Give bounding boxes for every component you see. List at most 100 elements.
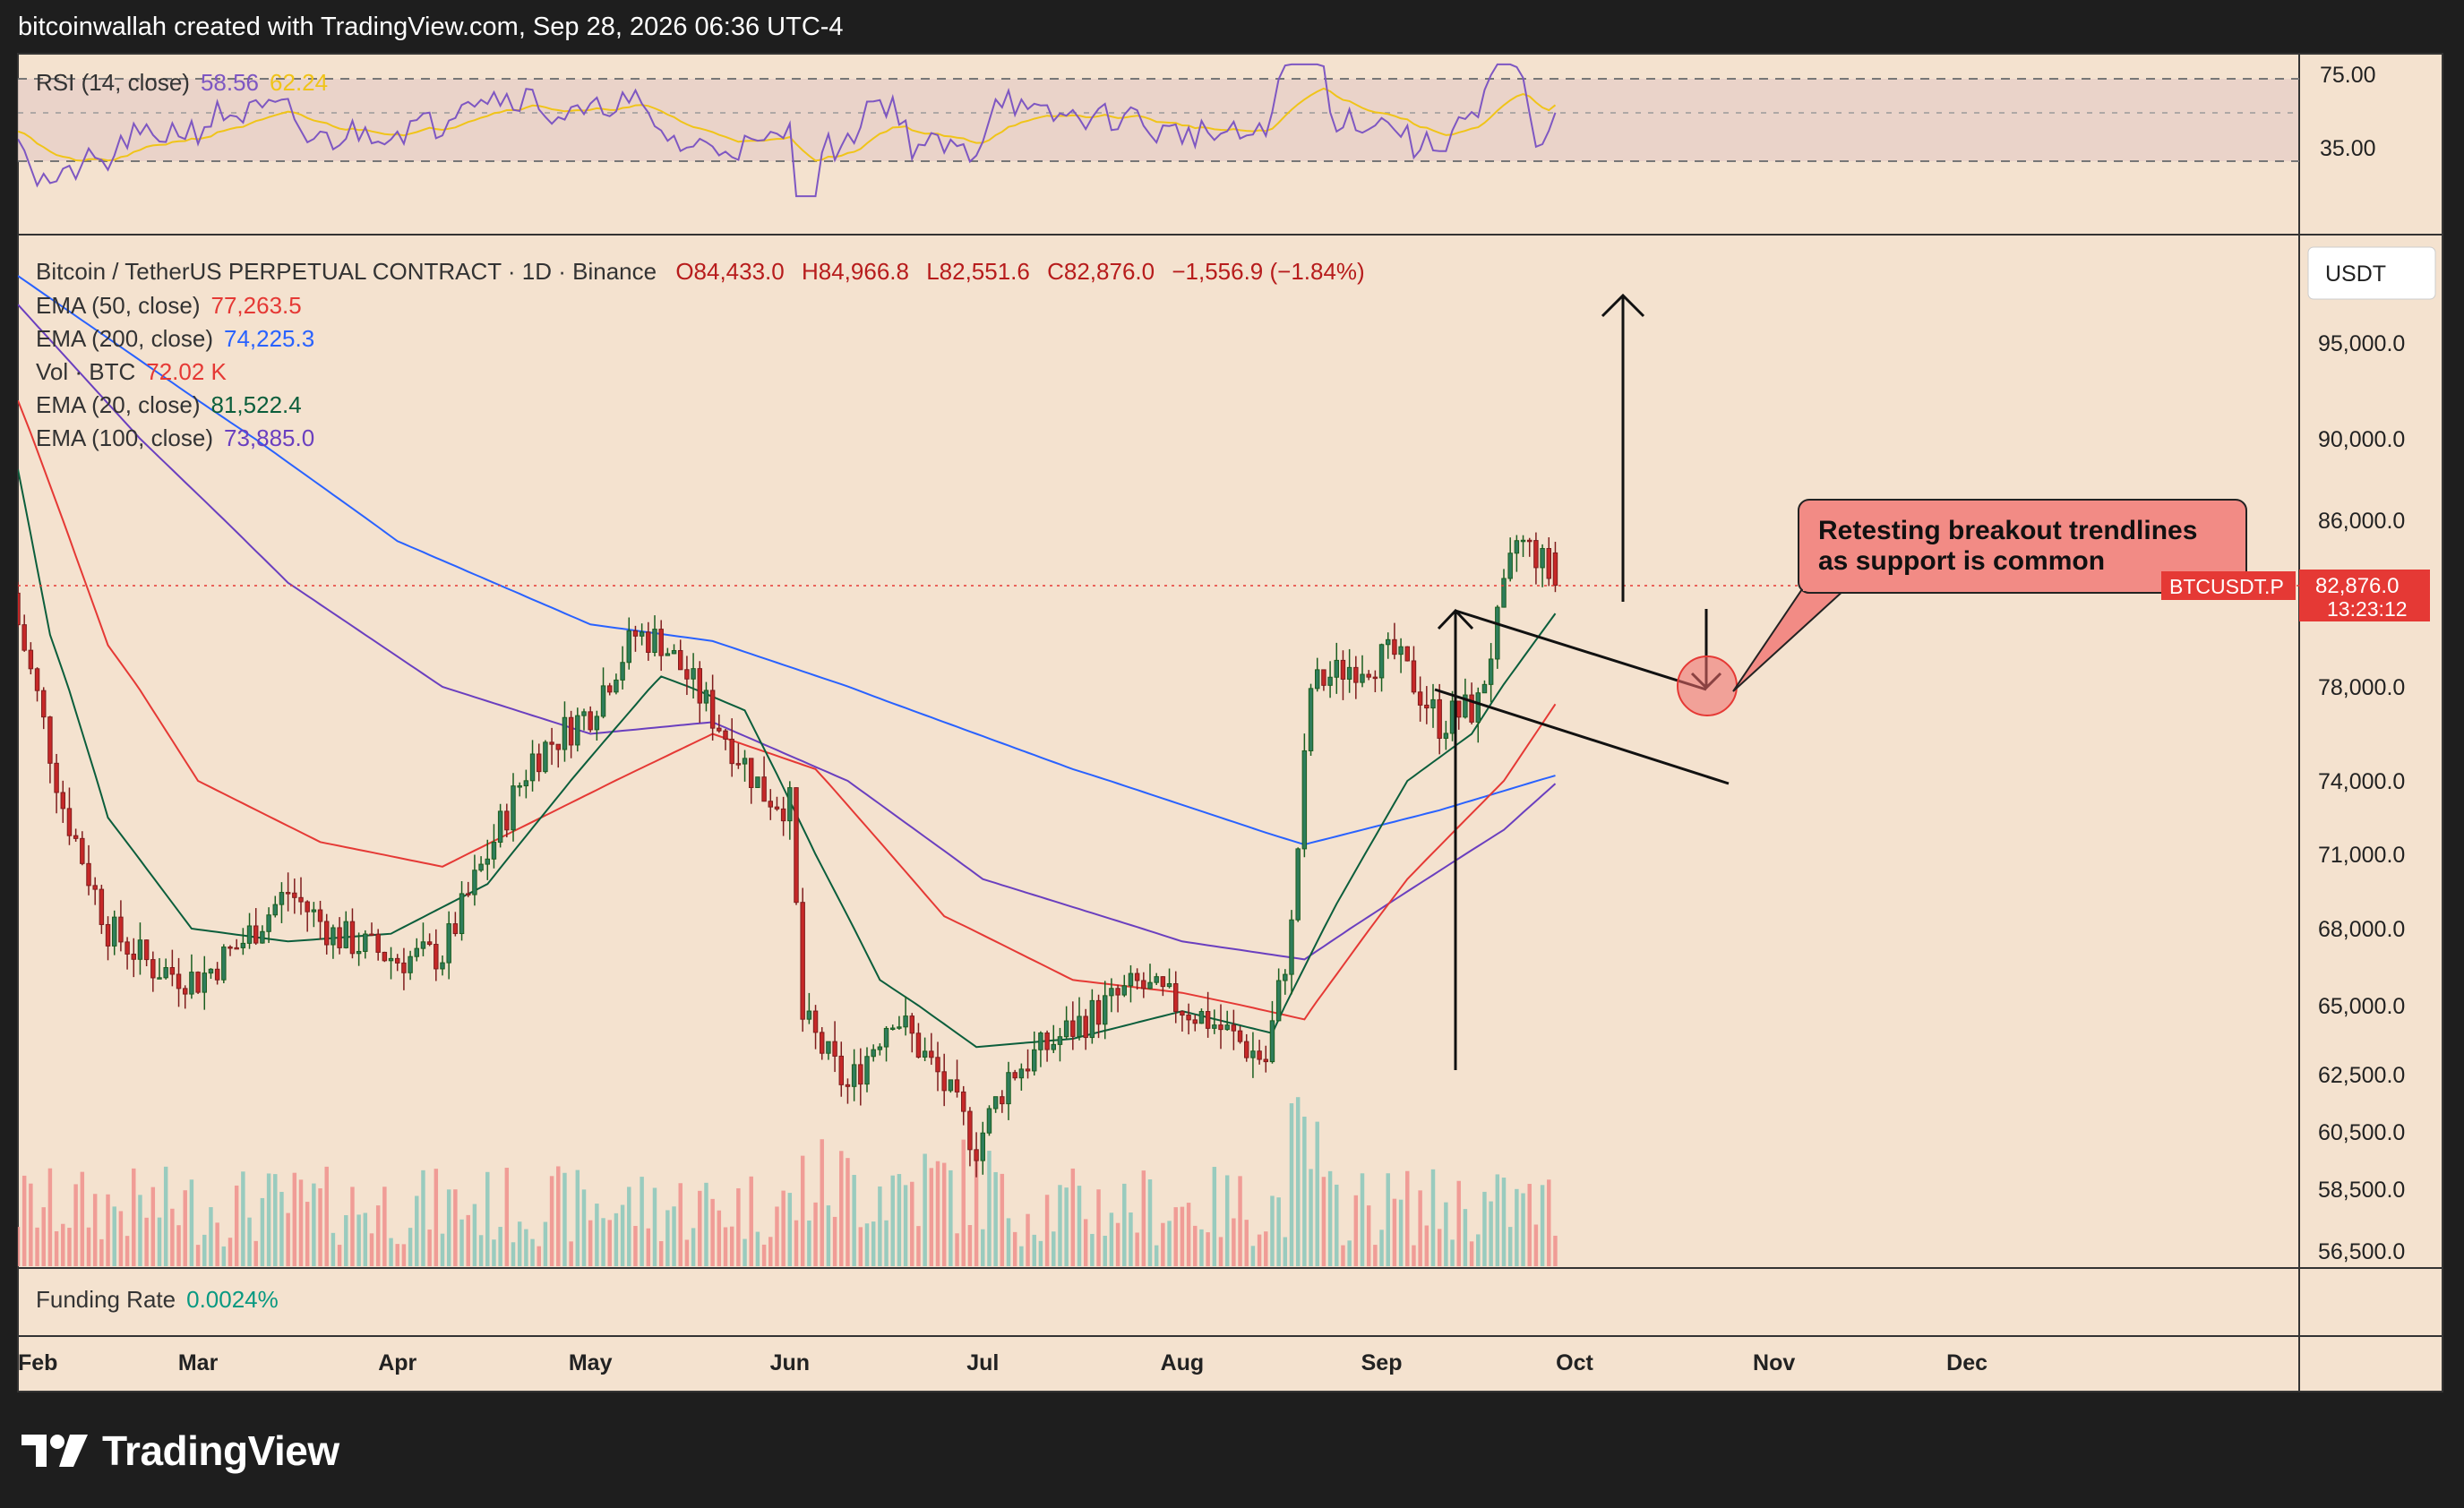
candle-body — [665, 653, 671, 656]
candle-body — [426, 941, 433, 946]
volume-bar — [1521, 1193, 1525, 1266]
candle-body — [761, 776, 767, 802]
volume-bar — [955, 1233, 959, 1266]
candle-body — [812, 1010, 819, 1033]
target-arrowhead — [1601, 293, 1645, 318]
candle-body — [1044, 1032, 1050, 1050]
candle-body — [195, 972, 201, 993]
volume-bar — [286, 1212, 290, 1266]
candle-body — [929, 1050, 934, 1058]
candle-body — [549, 741, 554, 745]
candle-body — [832, 1041, 837, 1057]
rsi-axis-label-35: 35.00 — [2320, 136, 2376, 161]
volume-bar — [478, 1235, 484, 1266]
candle-body — [504, 810, 510, 831]
candle-body — [735, 763, 742, 766]
candle-body — [871, 1049, 876, 1058]
volume-bar — [80, 1171, 85, 1266]
candle-body — [1173, 982, 1179, 1012]
volume-bar — [672, 1206, 676, 1266]
volume-bar — [1019, 1246, 1024, 1266]
volume-bar — [549, 1176, 554, 1266]
candle-body — [646, 631, 651, 654]
candle-body — [137, 939, 143, 960]
candle-body — [890, 1027, 896, 1031]
candle-body — [1257, 1050, 1262, 1060]
candle-body — [568, 716, 574, 746]
volume-bar — [729, 1226, 734, 1266]
volume-bar — [1276, 1197, 1281, 1266]
tradingview-logo[interactable]: TradingView — [20, 1424, 339, 1478]
candle-body — [877, 1046, 883, 1050]
volume-bar — [1026, 1213, 1030, 1266]
candle-body — [1308, 688, 1314, 751]
rsi-ma-line — [18, 87, 1557, 162]
candle-body — [1392, 638, 1397, 655]
candle-body — [511, 785, 516, 831]
price-axis-label: 58,500.0 — [2318, 1178, 2405, 1203]
volume-layer — [18, 1097, 1558, 1266]
rsi-label: RSI (14, close) — [36, 69, 190, 96]
volume-bar — [92, 1194, 98, 1266]
volume-bar — [163, 1166, 168, 1266]
volume-bar — [363, 1212, 368, 1266]
volume-bar — [1173, 1207, 1178, 1266]
volume-bar — [1090, 1233, 1095, 1266]
time-axis-label: Sep — [1361, 1350, 1403, 1375]
candle-body — [157, 977, 162, 980]
volume-bar — [453, 1189, 458, 1266]
time-axis-label: May — [569, 1350, 613, 1375]
candle-body — [266, 914, 271, 932]
volume-bar — [684, 1239, 690, 1266]
candle-body — [497, 810, 503, 844]
annotation-callout[interactable]: Retesting breakout trendlines as support … — [1732, 499, 2247, 692]
candle-body — [684, 669, 690, 680]
volume-bar — [228, 1238, 233, 1266]
volume-bar — [1038, 1240, 1043, 1266]
volume-bar — [832, 1216, 837, 1266]
volume-bar — [897, 1174, 902, 1266]
candle-body — [414, 947, 419, 957]
volume-bar — [1161, 1222, 1165, 1266]
indicator-legend-row: EMA (100, close) 73,885.0 — [36, 424, 314, 451]
volume-bar — [665, 1210, 670, 1266]
volume-bar — [537, 1246, 541, 1266]
volume-bar — [1218, 1237, 1223, 1266]
volume-bar — [878, 1186, 882, 1266]
volume-bar — [498, 1227, 502, 1266]
candle-body — [1283, 973, 1288, 981]
volume-bar — [124, 1236, 130, 1266]
volume-bar — [1289, 1103, 1294, 1266]
candle-body — [1141, 980, 1146, 990]
volume-bar — [504, 1168, 510, 1266]
price-axis[interactable]: 95,000.0 90,000.0 86,000.0 78,000.0 74,000.0… — [2318, 331, 2405, 1264]
volume-bar — [858, 1227, 863, 1266]
candle-body — [240, 942, 246, 948]
currency-button[interactable]: USDT — [2307, 246, 2436, 300]
volume-bar — [1052, 1231, 1056, 1266]
candle-body — [1495, 606, 1500, 660]
candle-body — [1192, 1019, 1198, 1024]
candle-body — [614, 679, 619, 693]
volume-bar — [375, 1205, 381, 1266]
volume-bar — [620, 1204, 625, 1266]
candle-body — [529, 753, 536, 782]
candle-body — [363, 933, 368, 952]
time-axis[interactable]: Feb Mar Apr May Jun Jul Aug Sep Oct Nov Dec — [18, 1350, 1988, 1375]
ohlc-change: −1,556.9 (−1.84%) — [1172, 258, 1364, 285]
candle-body — [1224, 1024, 1230, 1031]
candle-body — [1456, 700, 1462, 718]
candle-body — [1083, 1015, 1088, 1039]
price-axis-label: 71,000.0 — [2318, 843, 2405, 868]
volume-bar — [1103, 1235, 1107, 1266]
candle-body — [1128, 972, 1134, 987]
candle-body — [1540, 548, 1545, 569]
candle-body — [472, 870, 477, 895]
volume-bar — [1064, 1187, 1069, 1266]
volume-bar — [1501, 1178, 1507, 1266]
volume-bar — [511, 1242, 516, 1266]
candle-body — [1443, 733, 1449, 739]
candle-body — [562, 716, 568, 750]
candle-body — [150, 959, 156, 979]
